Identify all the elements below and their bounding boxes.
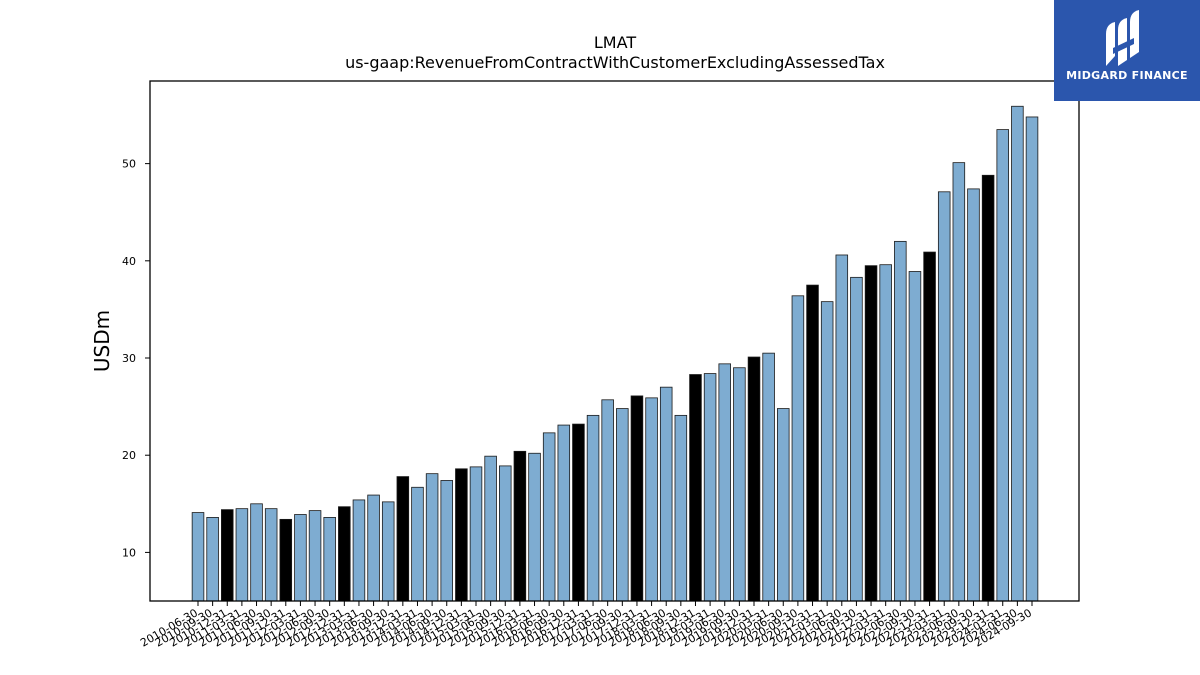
y-tick-label: 30 bbox=[122, 352, 136, 365]
bar-2012-12-31 bbox=[338, 506, 351, 602]
bar-2015-12-31 bbox=[513, 450, 527, 602]
bar-2013-12-31 bbox=[396, 476, 410, 602]
bar-2016-09-30 bbox=[557, 424, 571, 602]
bar-2023-03-31 bbox=[937, 191, 951, 602]
bar-2022-06-30 bbox=[894, 240, 907, 602]
bar-2014-06-30 bbox=[425, 473, 439, 602]
bar-2013-06-30 bbox=[367, 494, 380, 602]
y-tick-label: 10 bbox=[122, 546, 136, 559]
bar-2018-03-31 bbox=[645, 397, 658, 602]
bar-2017-06-30 bbox=[601, 399, 614, 602]
y-tick-label: 50 bbox=[122, 158, 136, 171]
logo-text: MIDGARD FINANCE bbox=[1066, 69, 1188, 82]
bar-2019-09-30 bbox=[733, 367, 746, 602]
bars-group bbox=[191, 105, 1039, 602]
bar-2024-06-30 bbox=[1011, 105, 1024, 602]
bar-2020-12-31 bbox=[806, 284, 819, 602]
bar-2010-09-30 bbox=[206, 517, 219, 602]
bar-2016-03-31 bbox=[528, 452, 541, 602]
bar-2016-12-31 bbox=[572, 423, 585, 602]
bar-2020-06-30 bbox=[777, 408, 790, 602]
bar-2023-12-31 bbox=[981, 174, 995, 602]
bar-2011-12-31 bbox=[279, 518, 293, 602]
bar-2017-09-30 bbox=[616, 408, 629, 602]
plot-frame bbox=[149, 80, 1080, 602]
y-axis-label: USDm bbox=[90, 310, 114, 372]
bar-2011-03-31 bbox=[235, 508, 249, 602]
bar-2022-09-30 bbox=[908, 271, 922, 602]
bar-2010-06-30 bbox=[191, 512, 205, 602]
bar-2024-03-31 bbox=[996, 129, 1009, 602]
bar-2015-06-30 bbox=[484, 455, 497, 602]
bar-2020-09-30 bbox=[791, 295, 805, 602]
bar-2012-03-31 bbox=[294, 514, 307, 602]
bar-2019-12-31 bbox=[747, 356, 761, 602]
bar-2016-06-30 bbox=[542, 432, 556, 602]
bar-2023-09-30 bbox=[967, 188, 980, 602]
bar-2019-03-31 bbox=[703, 373, 717, 602]
bar-2012-06-30 bbox=[308, 510, 322, 602]
bar-2014-09-30 bbox=[440, 480, 453, 602]
bar-2021-12-31 bbox=[864, 265, 878, 602]
bar-2010-12-31 bbox=[221, 509, 234, 602]
bar-2021-09-30 bbox=[850, 276, 863, 602]
bar-2015-03-31 bbox=[469, 466, 483, 602]
bar-2021-06-30 bbox=[835, 254, 849, 602]
bar-2024-09-30 bbox=[1025, 116, 1039, 602]
bar-2020-03-31 bbox=[762, 352, 775, 602]
midgard-logo-icon bbox=[1106, 10, 1139, 66]
bar-2014-03-31 bbox=[411, 486, 424, 602]
bar-2013-03-31 bbox=[352, 499, 366, 602]
bar-2011-09-30 bbox=[264, 508, 278, 602]
bar-2018-06-30 bbox=[659, 386, 673, 602]
midgard-finance-logo: MIDGARD FINANCE bbox=[1054, 0, 1200, 101]
bar-2014-12-31 bbox=[455, 468, 468, 602]
x-axis: 2010-06-302010-09-302010-12-312011-03-31… bbox=[138, 601, 1034, 650]
bar-2013-09-30 bbox=[381, 501, 395, 602]
bar-2018-12-31 bbox=[689, 374, 702, 602]
bar-2015-09-30 bbox=[499, 465, 512, 602]
bar-2018-09-30 bbox=[674, 414, 688, 602]
y-tick-label: 40 bbox=[122, 255, 136, 268]
bar-2022-03-31 bbox=[879, 264, 892, 602]
y-tick-label: 20 bbox=[122, 449, 136, 462]
y-axis: 10 20 30 40 50 bbox=[122, 158, 150, 559]
chart-title: LMAT bbox=[594, 33, 636, 52]
bar-2017-03-31 bbox=[586, 414, 600, 602]
bar-2023-06-30 bbox=[952, 162, 966, 602]
bar-2017-12-31 bbox=[630, 395, 644, 602]
bar-2019-06-30 bbox=[718, 363, 731, 602]
bar-2012-09-30 bbox=[323, 517, 336, 602]
bar-2011-06-30 bbox=[250, 503, 263, 602]
bar-2022-12-31 bbox=[923, 251, 936, 602]
bar-2021-03-31 bbox=[820, 301, 834, 602]
chart-subtitle: us-gaap:RevenueFromContractWithCustomerE… bbox=[345, 53, 885, 72]
